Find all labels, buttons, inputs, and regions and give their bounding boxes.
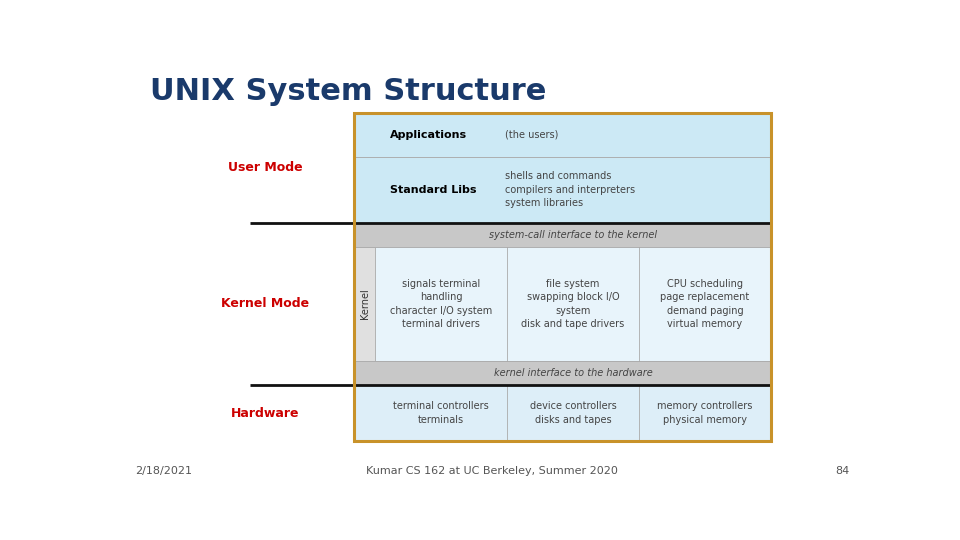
Bar [354, 222, 771, 247]
Text: system-call interface to the kernel: system-call interface to the kernel [489, 230, 658, 240]
Text: kernel interface to the hardware: kernel interface to the hardware [493, 368, 653, 378]
Text: Kernel: Kernel [360, 288, 370, 319]
Bar [354, 361, 771, 385]
Text: shells and commands
compilers and interpreters
system libraries: shells and commands compilers and interp… [505, 171, 636, 208]
Text: CPU scheduling
page replacement
demand paging
virtual memory: CPU scheduling page replacement demand p… [660, 279, 750, 329]
Text: Hardware: Hardware [230, 407, 300, 420]
Text: Kernel Mode: Kernel Mode [221, 298, 309, 310]
Text: terminal controllers
terminals: terminal controllers terminals [394, 401, 489, 425]
Text: device controllers
disks and tapes: device controllers disks and tapes [530, 401, 616, 425]
Text: Standard Libs: Standard Libs [390, 185, 476, 195]
Text: UNIX System Structure: UNIX System Structure [150, 77, 546, 106]
Text: (the users): (the users) [505, 130, 559, 140]
Bar [354, 247, 375, 361]
Text: 2/18/2021: 2/18/2021 [134, 467, 192, 476]
Text: signals terminal
handling
character I/O system
terminal drivers: signals terminal handling character I/O … [390, 279, 492, 329]
Text: 84: 84 [835, 467, 849, 476]
Text: memory controllers
physical memory: memory controllers physical memory [658, 401, 753, 425]
Text: Kumar CS 162 at UC Berkeley, Summer 2020: Kumar CS 162 at UC Berkeley, Summer 2020 [366, 467, 618, 476]
Text: User Mode: User Mode [228, 161, 302, 174]
Text: Applications: Applications [390, 130, 468, 140]
Text: file system
swapping block I/O
system
disk and tape drivers: file system swapping block I/O system di… [521, 279, 625, 329]
